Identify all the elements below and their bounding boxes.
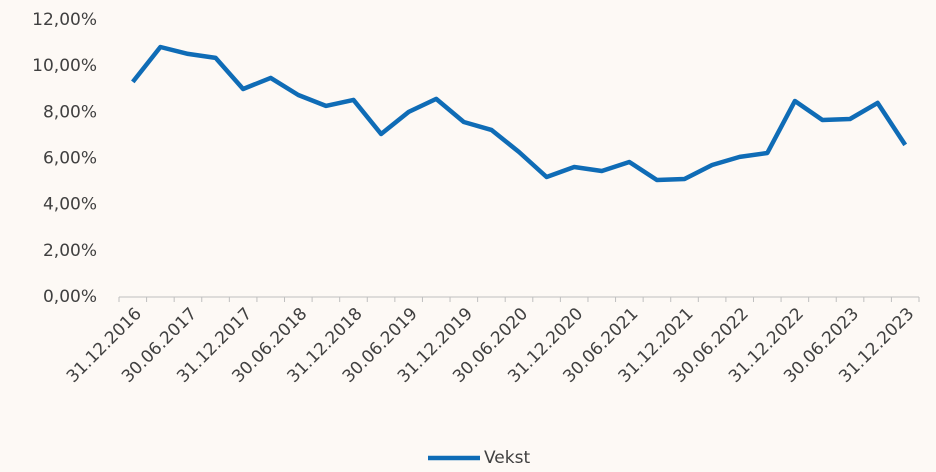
y-tick-label: 4,00%: [43, 195, 97, 215]
y-tick-label: 10,00%: [32, 56, 97, 76]
line-series: [131, 44, 908, 183]
y-tick-label: 0,00%: [43, 287, 97, 307]
y-tick-label: 6,00%: [43, 149, 97, 169]
y-tick-label: 2,00%: [43, 241, 97, 261]
legend-label: Vekst: [484, 448, 530, 468]
y-tick-label: 8,00%: [43, 102, 97, 122]
y-tick-label: 12,00%: [32, 10, 97, 30]
